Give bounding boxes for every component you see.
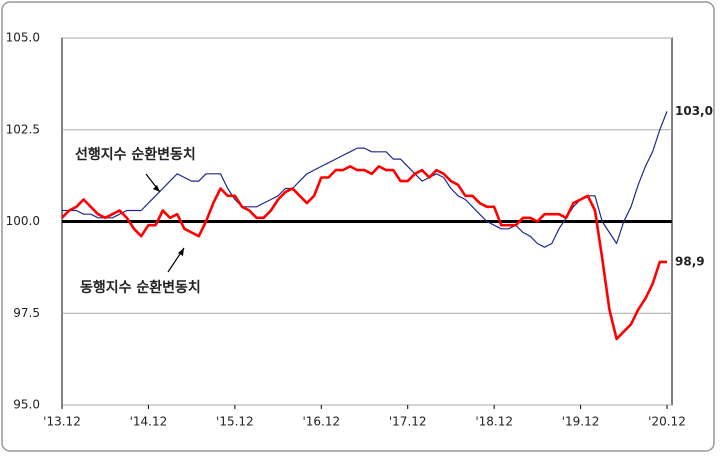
x-tick-label: '15.12 — [216, 415, 254, 429]
y-tick-label: 102.5 — [6, 122, 40, 136]
series-line — [61, 165, 667, 341]
x-tick-label: '14.12 — [130, 415, 168, 429]
x-tick-label: '13.12 — [43, 415, 81, 429]
x-tick-label: '17.12 — [389, 415, 427, 429]
value-label: 98,9 — [675, 254, 705, 268]
x-tick-label: '16.12 — [302, 415, 340, 429]
series-annotation: 선행지수 순환변동치 — [75, 146, 196, 163]
y-tick-label: 100.0 — [6, 214, 40, 228]
x-tick-label: '18.12 — [475, 415, 513, 429]
y-tick-label: 105.0 — [6, 31, 40, 45]
x-tick-label: '20.12 — [648, 415, 686, 429]
series-annotation: 동행지수 순환변동치 — [80, 279, 201, 296]
arrow-head — [153, 185, 160, 192]
value-label: 103,0 — [675, 104, 713, 118]
arrow-head — [178, 248, 184, 256]
y-tick-label: 97.5 — [13, 306, 40, 320]
y-tick-label: 95.0 — [13, 398, 40, 412]
x-tick-label: '19.12 — [562, 415, 600, 429]
